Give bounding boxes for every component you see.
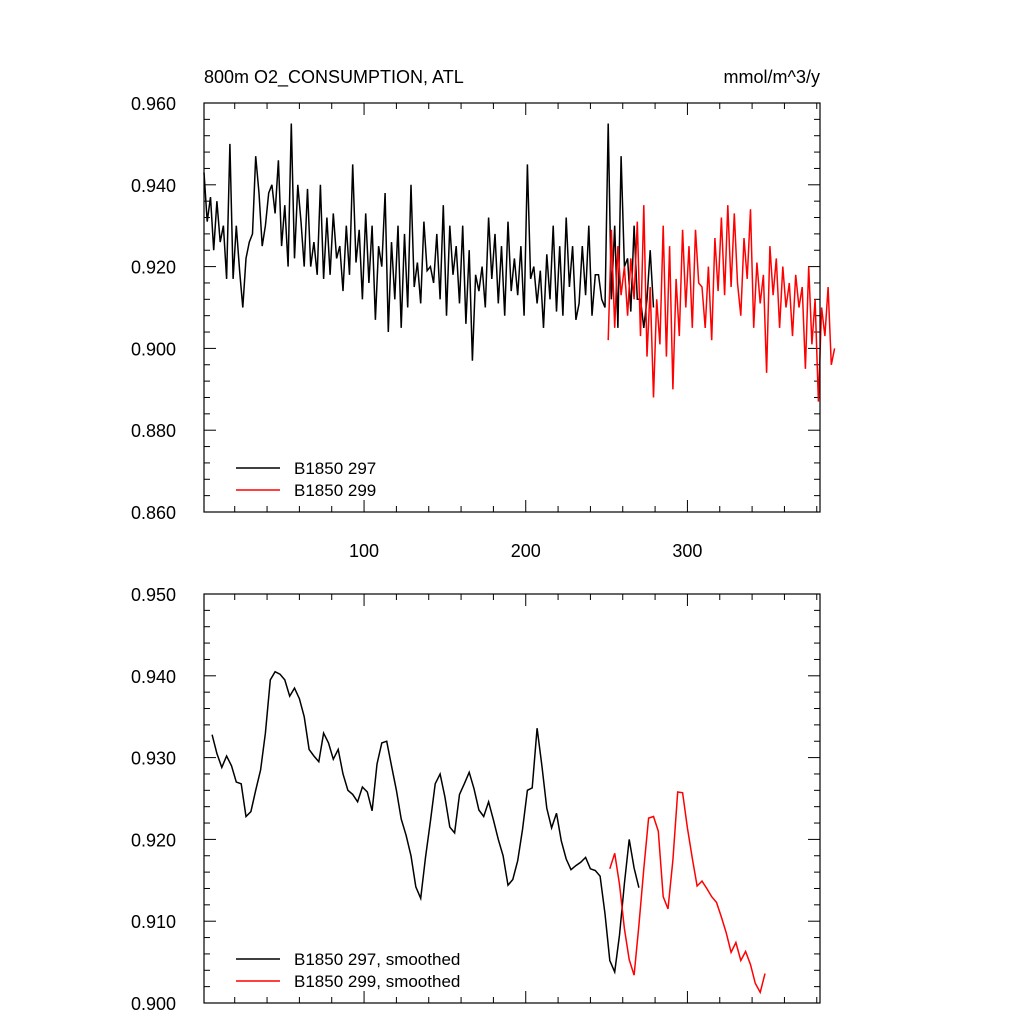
top-panel: 0.860 0.880 0.900 0.920 0.940 0.960 100 … bbox=[131, 94, 836, 561]
series-line-b1850-297 bbox=[203, 123, 655, 361]
bottom-y-tick-label: 0.950 bbox=[131, 585, 176, 605]
legend-label-b1850-297: B1850 297 bbox=[294, 459, 376, 478]
top-legend: B1850 297 B1850 299 bbox=[236, 459, 376, 500]
top-axis-ticks bbox=[204, 102, 820, 513]
top-y-tick-label: 0.880 bbox=[131, 421, 176, 441]
legend-label-b1850-299-smoothed: B1850 299, smoothed bbox=[294, 972, 460, 991]
bottom-y-tick-label: 0.920 bbox=[131, 830, 176, 850]
bottom-panel: 0.900 0.910 0.920 0.930 0.940 0.950 B185… bbox=[131, 585, 821, 1014]
bottom-axis-ticks bbox=[204, 593, 820, 1004]
top-x-tick-label: 100 bbox=[349, 541, 379, 561]
bottom-y-tick-label: 0.910 bbox=[131, 912, 176, 932]
bottom-y-tick-labels: 0.900 0.910 0.920 0.930 0.940 0.950 bbox=[131, 585, 176, 1014]
top-y-tick-label: 0.960 bbox=[131, 94, 176, 114]
chart-title: 800m O2_CONSUMPTION, ATL bbox=[204, 67, 464, 88]
bottom-y-tick-label: 0.930 bbox=[131, 749, 176, 769]
series-line-b1850-299 bbox=[607, 205, 836, 402]
bottom-y-tick-label: 0.940 bbox=[131, 667, 176, 687]
top-x-tick-labels: 100 200 300 bbox=[349, 541, 702, 561]
bottom-plot-frame bbox=[203, 593, 821, 1004]
top-x-tick-label: 300 bbox=[672, 541, 702, 561]
top-y-tick-label: 0.860 bbox=[131, 503, 176, 523]
bottom-y-tick-label: 0.900 bbox=[131, 994, 176, 1014]
series-line-b1850-297-smoothed bbox=[211, 670, 640, 975]
series-line-b1850-299-smoothed bbox=[609, 791, 766, 995]
top-plot-frame bbox=[203, 102, 821, 513]
top-y-tick-label: 0.940 bbox=[131, 176, 176, 196]
legend-label-b1850-297-smoothed: B1850 297, smoothed bbox=[294, 950, 460, 969]
legend-label-b1850-299: B1850 299 bbox=[294, 481, 376, 500]
top-y-tick-label: 0.900 bbox=[131, 339, 176, 359]
bottom-legend: B1850 297, smoothed B1850 299, smoothed bbox=[236, 950, 460, 991]
chart-units: mmol/m^3/y bbox=[724, 67, 820, 87]
top-y-tick-labels: 0.860 0.880 0.900 0.920 0.940 0.960 bbox=[131, 94, 176, 523]
top-y-tick-label: 0.920 bbox=[131, 258, 176, 278]
top-x-tick-label: 200 bbox=[511, 541, 541, 561]
